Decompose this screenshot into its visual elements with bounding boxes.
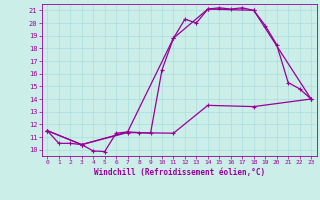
X-axis label: Windchill (Refroidissement éolien,°C): Windchill (Refroidissement éolien,°C) bbox=[94, 168, 265, 177]
